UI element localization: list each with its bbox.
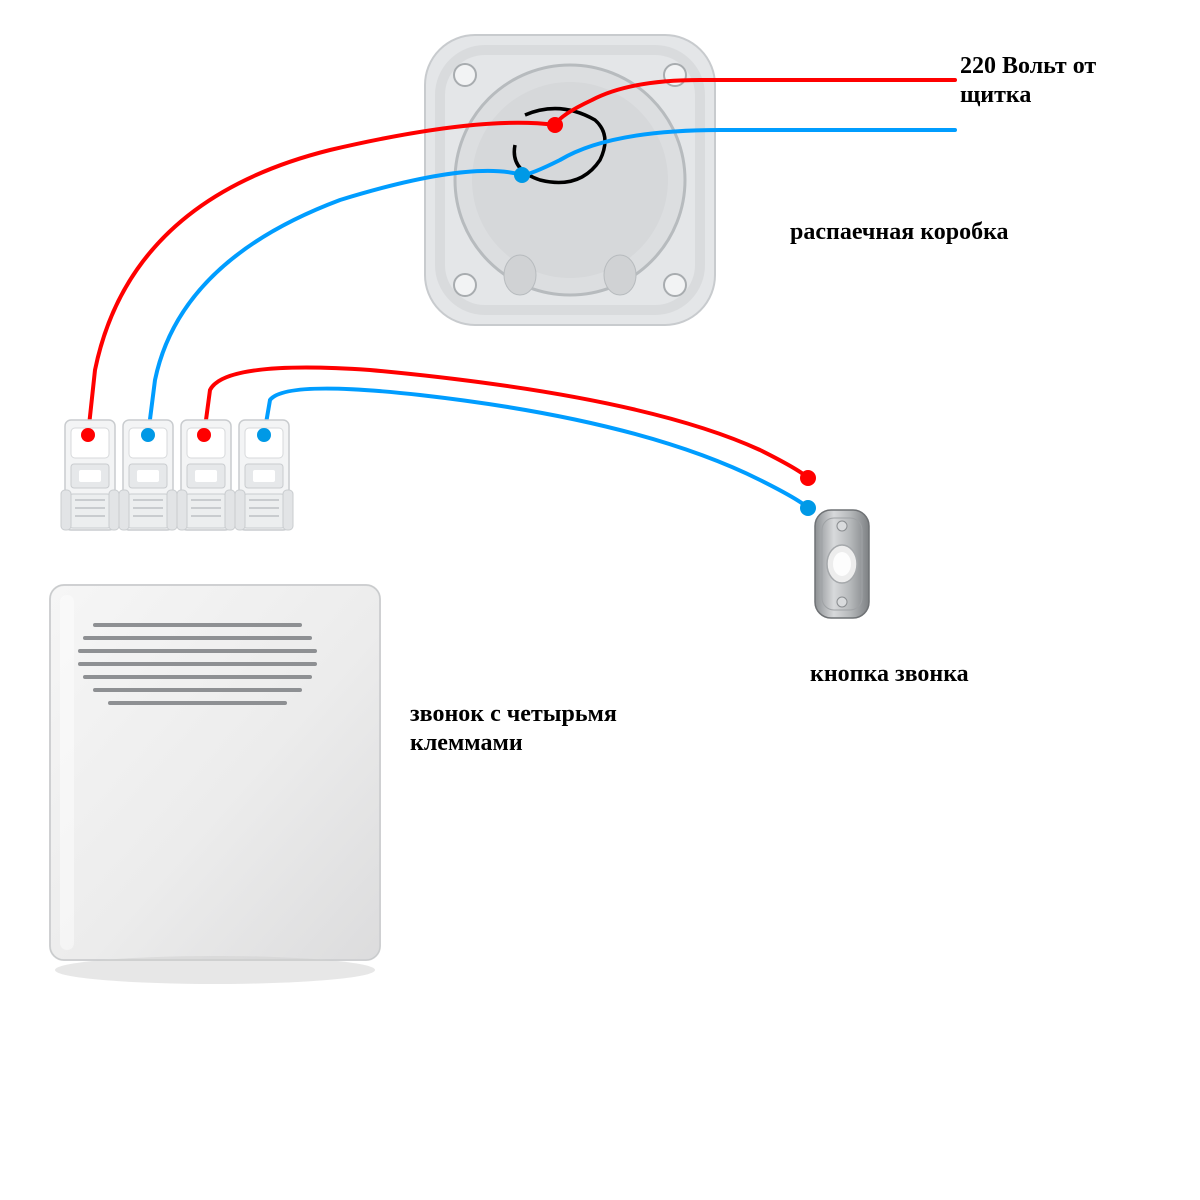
doorbell-button xyxy=(815,510,869,618)
label-button: кнопка звонка xyxy=(810,660,969,689)
label-junction: распаечная коробка xyxy=(790,218,1009,247)
junction-box xyxy=(425,35,715,325)
connection-nodes xyxy=(81,117,816,516)
wires-red xyxy=(88,80,955,478)
label-power: 220 Вольт от щитка xyxy=(960,52,1096,110)
bell-unit xyxy=(50,585,380,984)
wires-blue xyxy=(148,130,955,508)
terminal-block xyxy=(61,420,293,530)
label-bell: звонок с четырьмя клеммами xyxy=(410,700,617,758)
wiring-diagram xyxy=(0,0,1200,1200)
